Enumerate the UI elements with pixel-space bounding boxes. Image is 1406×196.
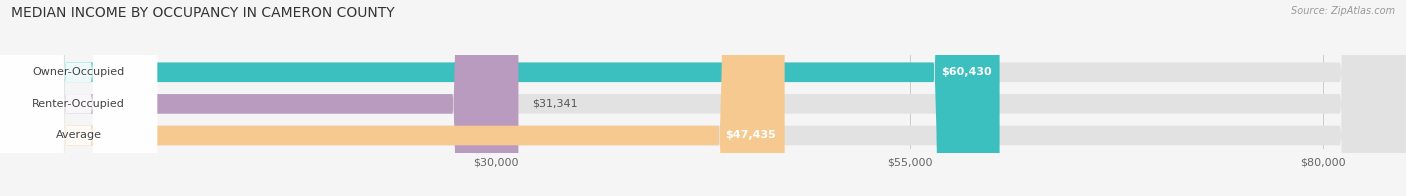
FancyBboxPatch shape bbox=[0, 0, 157, 196]
FancyBboxPatch shape bbox=[0, 0, 785, 196]
FancyBboxPatch shape bbox=[0, 0, 157, 196]
Text: $47,435: $47,435 bbox=[725, 131, 776, 141]
FancyBboxPatch shape bbox=[0, 0, 519, 196]
FancyBboxPatch shape bbox=[0, 0, 1000, 196]
Text: Owner-Occupied: Owner-Occupied bbox=[32, 67, 125, 77]
Text: $60,430: $60,430 bbox=[941, 67, 991, 77]
FancyBboxPatch shape bbox=[0, 0, 157, 196]
Text: Average: Average bbox=[56, 131, 101, 141]
Text: Source: ZipAtlas.com: Source: ZipAtlas.com bbox=[1291, 6, 1395, 16]
Text: Renter-Occupied: Renter-Occupied bbox=[32, 99, 125, 109]
Text: MEDIAN INCOME BY OCCUPANCY IN CAMERON COUNTY: MEDIAN INCOME BY OCCUPANCY IN CAMERON CO… bbox=[11, 6, 395, 20]
Text: $31,341: $31,341 bbox=[531, 99, 578, 109]
